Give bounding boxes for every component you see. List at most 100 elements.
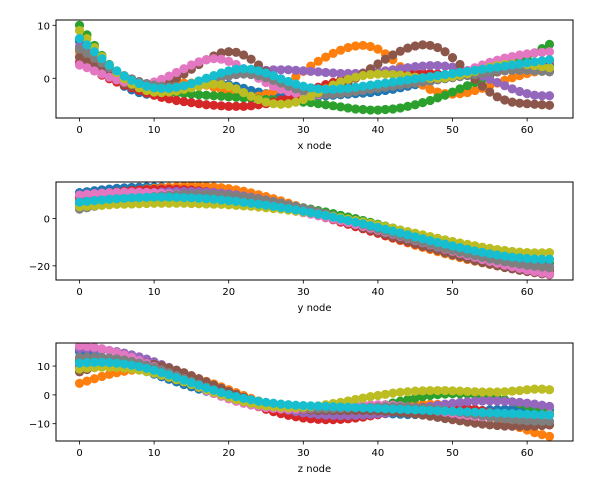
x-tick-label: 0: [76, 448, 82, 459]
x-node-point: [306, 91, 316, 101]
x-node-point: [343, 74, 353, 84]
x-node-point: [321, 52, 331, 62]
x-node-point: [500, 81, 510, 91]
x-node-point: [365, 69, 376, 80]
x-node-point: [522, 49, 532, 59]
x-node-point: [425, 60, 435, 71]
x-node-point: [74, 44, 85, 54]
x-node-point: [350, 72, 361, 82]
x-tick-label: 50: [446, 448, 459, 459]
y-node-scatter-points: [74, 182, 555, 280]
x-node-point: [224, 101, 234, 111]
y-node-point: [119, 193, 129, 203]
z-node-point: [156, 368, 167, 378]
y-node-point: [544, 248, 555, 258]
z-node-point: [298, 400, 308, 411]
z-node-point: [515, 409, 525, 419]
y-node-point: [179, 192, 189, 203]
x-node-point: [403, 43, 413, 53]
x-node-point: [164, 94, 174, 104]
y-node-point: [515, 253, 525, 263]
x-node-point: [433, 42, 443, 53]
y-node-ticks: 0 10 20 30 40 50 60 −20 0: [29, 215, 534, 298]
y-node-point: [224, 196, 234, 206]
x-node-point: [492, 62, 502, 72]
y-node-point: [492, 250, 502, 260]
z-node-point: [82, 376, 92, 386]
z-node-point: [529, 409, 540, 420]
x-node-point: [440, 61, 450, 71]
x-node-point: [410, 100, 420, 110]
y-node-point: [239, 197, 249, 207]
y-node-point: [194, 193, 204, 203]
z-node-point: [209, 385, 219, 395]
x-node-point: [104, 60, 114, 70]
z-node-point: [224, 389, 234, 400]
z-node-point: [403, 404, 413, 415]
z-node-point: [433, 412, 443, 422]
x-node-point: [515, 65, 525, 75]
x-tick-label: 30: [297, 448, 310, 459]
z-node-point: [507, 386, 517, 396]
y-node-point: [313, 209, 323, 219]
y-node-point: [336, 214, 346, 224]
z-node-point: [171, 372, 182, 383]
y-node-point: [104, 194, 114, 204]
z-node-point: [313, 401, 323, 411]
x-node-point: [97, 69, 107, 79]
x-node-point: [373, 79, 383, 89]
x-node-point: [544, 55, 555, 65]
x-node-point: [447, 62, 458, 72]
y-node-point: [410, 232, 420, 242]
x-node-point: [343, 42, 353, 53]
x-node-point: [276, 74, 286, 84]
x-node-point: [246, 64, 256, 74]
z-node-point: [522, 398, 532, 408]
x-node-point: [350, 41, 361, 51]
x-node-point: [194, 99, 204, 109]
y-node-point: [268, 201, 279, 211]
x-node-point: [410, 74, 420, 84]
x-node-point: [395, 46, 405, 56]
x-node-point: [89, 53, 100, 63]
y-node-point: [171, 192, 182, 202]
y-node-point: [462, 244, 473, 254]
x-node-point: [216, 101, 226, 111]
x-node-point: [82, 48, 92, 58]
x-node-point: [380, 54, 390, 64]
x-node-point: [343, 103, 353, 113]
z-node-point: [455, 407, 465, 417]
z-node-series-9: [74, 357, 555, 420]
x-node-point: [149, 83, 159, 93]
x-node-point: [395, 76, 405, 86]
x-tick-label: 30: [297, 125, 310, 136]
z-node-point: [350, 402, 361, 413]
x-node-point: [403, 75, 413, 85]
y-node-point: [529, 254, 540, 264]
x-node-point: [492, 77, 502, 88]
x-node-point: [97, 54, 107, 64]
z-node-axis-label: z node: [298, 464, 331, 475]
x-node-point: [134, 78, 144, 89]
x-tick-label: 20: [222, 448, 235, 459]
x-node-point: [186, 60, 196, 70]
x-node-point: [164, 83, 174, 93]
x-node-point: [328, 101, 338, 111]
x-node-point: [246, 101, 256, 111]
x-node-point: [112, 66, 122, 76]
x-node-point: [410, 62, 420, 72]
z-node-point: [261, 397, 271, 407]
x-node-point: [336, 84, 346, 94]
x-node-point: [485, 81, 495, 91]
x-node-point: [403, 101, 413, 111]
y-node-point: [164, 192, 174, 202]
x-node-point: [336, 77, 346, 87]
z-node-point: [104, 358, 114, 368]
x-node-point: [373, 69, 383, 79]
x-node-scatter-points: [74, 20, 555, 115]
x-node-point: [507, 97, 517, 107]
x-node-point: [485, 74, 495, 84]
x-node-point: [276, 99, 286, 109]
y-node-point: [373, 222, 383, 232]
z-node-point: [500, 396, 510, 406]
